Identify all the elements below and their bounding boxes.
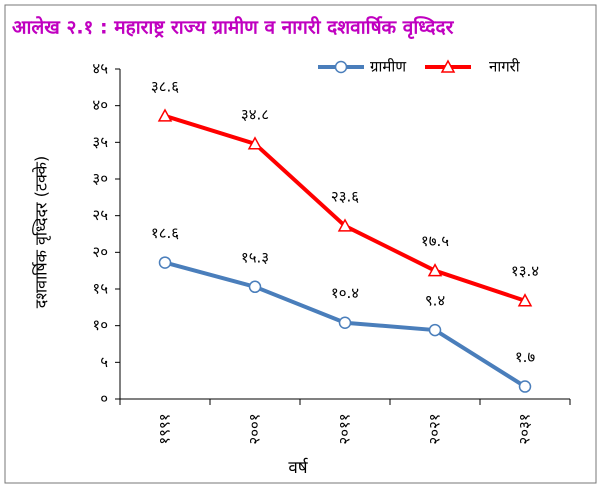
x-tick-label: २०२१ [426,413,444,444]
y-tick-label: २५ [92,206,108,224]
chart-title: आलेख २.१ : महाराष्ट्र राज्य ग्रामीण व ना… [12,16,455,40]
x-tick-label: १९९१ [156,413,174,444]
data-label: ३४.८ [241,105,269,123]
data-label: १०.४ [331,284,359,302]
data-label: ३८.६ [151,77,179,95]
data-label: २३.६ [331,187,359,205]
y-tick-label: ४० [92,96,108,114]
point [157,108,173,122]
data-label: १७.५ [421,232,449,250]
point [158,256,172,269]
point [440,59,456,73]
point [248,280,262,294]
y-tick-label: ५ [100,353,108,371]
y-tick-label: ० [100,390,108,408]
point [337,218,353,232]
point [428,323,442,337]
y-tick-label: ४५ [92,60,108,78]
legend-label: नागरी [489,58,521,76]
point [334,60,348,74]
data-label: १.७ [515,348,536,366]
data-label: १३.४ [511,262,539,280]
y-tick-label: १५ [92,280,108,298]
legend-label: ग्रामीण [370,58,407,76]
y-axis-label: दशवार्षिक वृध्दिदर (टक्के) [32,156,52,308]
x-tick-label: २००१ [246,413,264,444]
point [518,380,532,393]
x-tick-label: २०११ [336,413,354,444]
data-label: १५.३ [241,248,269,266]
data-label: ९.४ [425,292,446,310]
y-tick-label: ३५ [92,133,108,151]
x-tick-label: २०३१ [516,413,534,444]
point [247,136,263,150]
x-axis-label: वर्ष [288,457,308,478]
data-label: १८.६ [151,224,179,242]
y-tick-label: ३० [92,170,108,188]
point [338,316,352,329]
point [517,293,533,307]
point [427,263,443,277]
y-tick-label: २० [92,243,108,261]
y-tick-label: १० [92,316,108,334]
